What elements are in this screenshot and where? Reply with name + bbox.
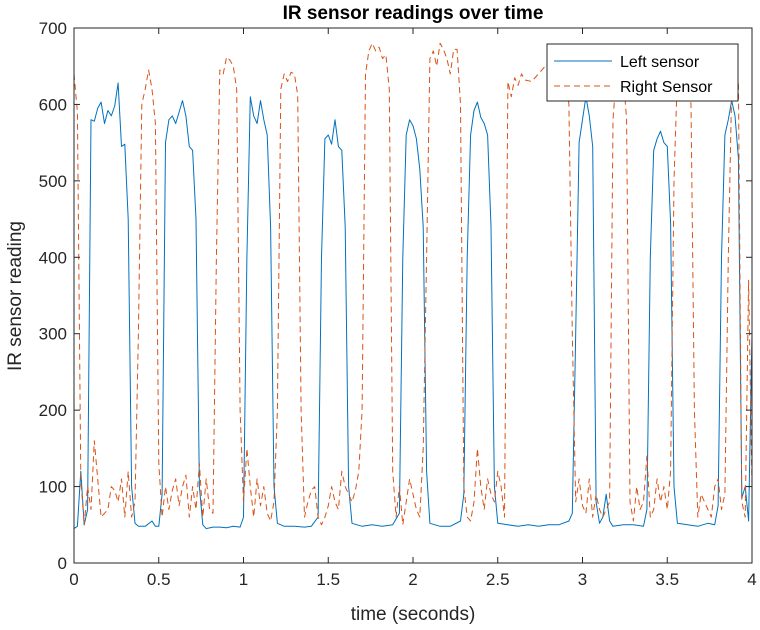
plot-area [73, 27, 753, 564]
x-tick-label: 3 [578, 570, 587, 589]
legend-label-left-sensor: Left sensor [620, 54, 700, 71]
legend-box [546, 43, 739, 102]
x-tick-label: 1.5 [316, 570, 340, 589]
y-tick-label: 300 [39, 325, 67, 344]
y-tick-label: 500 [39, 172, 67, 191]
x-tick-label: 0 [69, 570, 78, 589]
y-axis-label: IR sensor reading [5, 221, 26, 371]
series-line-right-sensor [73, 42, 753, 526]
y-tick-label: 0 [58, 554, 67, 573]
y-tick-label: 200 [39, 401, 67, 420]
y-tick-label: 400 [39, 248, 67, 267]
x-tick-label: 4 [747, 570, 756, 589]
y-axis-ticks: 0 100 200 300 400 500 600 700 [39, 19, 752, 573]
x-tick-label: 3.5 [655, 570, 679, 589]
series-layer [73, 42, 753, 530]
x-tick-label: 2 [408, 570, 417, 589]
legend: Left sensor Right Sensor [546, 43, 739, 102]
x-tick-label: 1 [239, 570, 248, 589]
x-tick-label: 2.5 [486, 570, 510, 589]
y-tick-label: 100 [39, 478, 67, 497]
y-tick-label: 600 [39, 95, 67, 114]
x-axis-ticks: 0 0.5 1 1.5 2 2.5 3 3.5 4 [69, 28, 757, 589]
series-line-left-sensor [73, 82, 753, 530]
plot-background [74, 28, 752, 563]
x-tick-label: 0.5 [147, 570, 171, 589]
legend-label-right-sensor: Right Sensor [620, 79, 713, 96]
chart-title: IR sensor readings over time [283, 3, 544, 24]
x-axis-label: time (seconds) [351, 604, 476, 625]
y-tick-label: 700 [39, 19, 67, 38]
